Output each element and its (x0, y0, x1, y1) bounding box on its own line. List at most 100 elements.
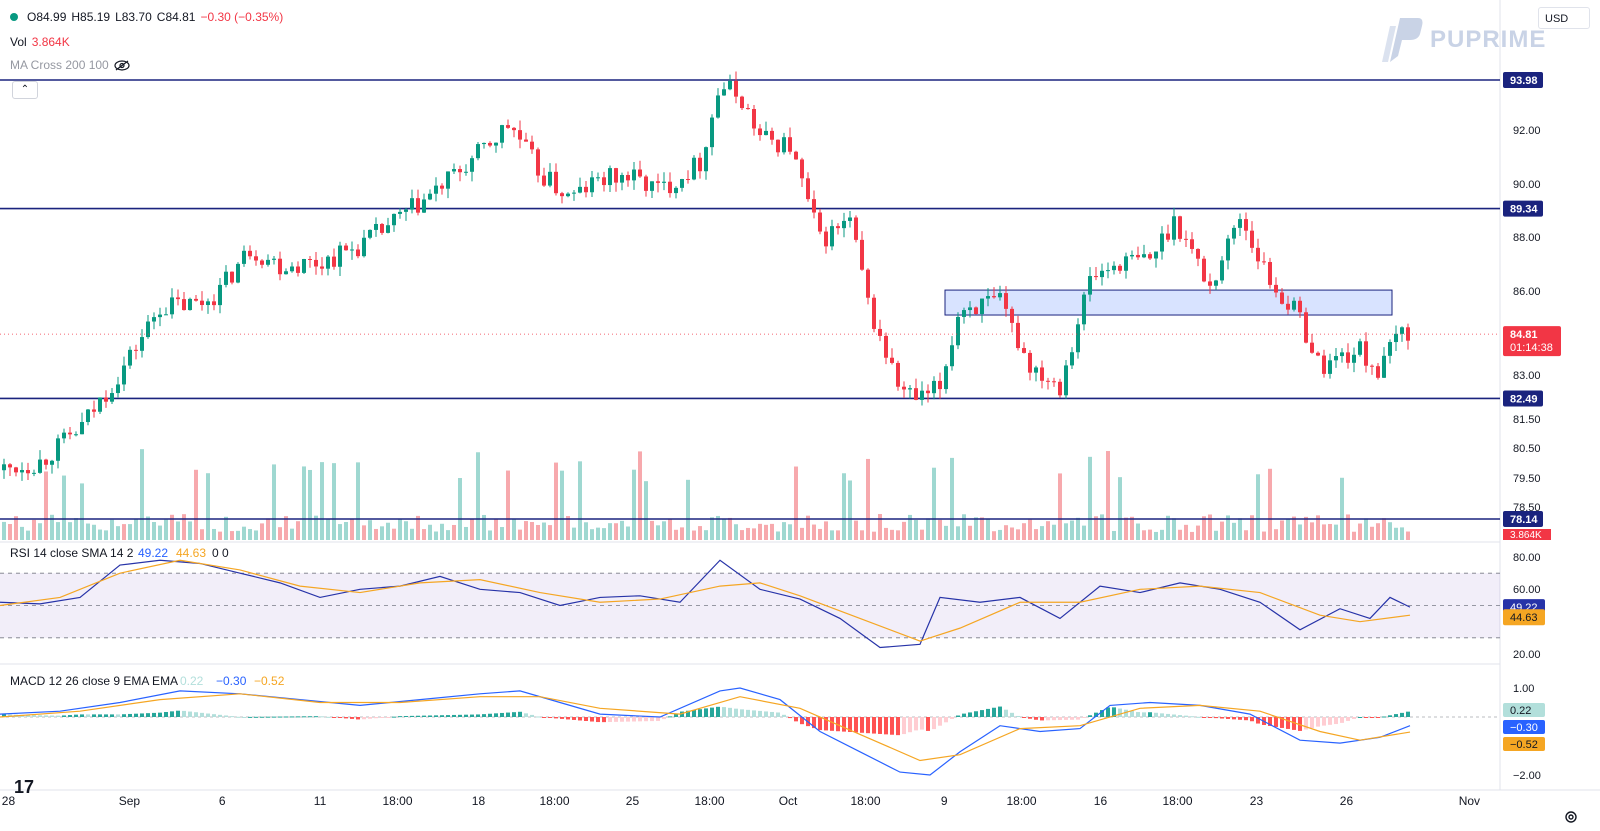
macd-histogram-bar (194, 712, 198, 717)
currency-selector[interactable]: USD (1538, 7, 1590, 29)
volume-bar (1328, 523, 1332, 540)
candle-body (458, 169, 462, 173)
candle-body (524, 139, 528, 142)
macd-histogram-bar (254, 716, 258, 718)
macd-histogram-bar (1256, 717, 1260, 724)
eye-slash-icon[interactable] (114, 59, 130, 71)
macd-histogram-bar (1130, 710, 1134, 717)
time-axis-tick: 11 (314, 794, 327, 808)
candle-body (446, 171, 450, 189)
candle-body (1118, 265, 1122, 271)
candle-body (566, 193, 570, 197)
macd-histogram-bar (788, 717, 792, 719)
volume-bar (956, 526, 960, 540)
volume-bar (326, 519, 330, 540)
candle-body (536, 149, 540, 176)
macd-histogram-bar (1190, 716, 1194, 718)
candle-body (1184, 238, 1188, 240)
candle-body (356, 249, 360, 257)
volume-bar (242, 526, 246, 540)
candle-body (1250, 230, 1254, 248)
macd-histogram-bar (590, 717, 594, 722)
candle-body (392, 213, 396, 226)
candle-body (986, 296, 990, 299)
candle-body (680, 179, 684, 188)
volume-bar (644, 481, 648, 540)
macd-histogram-bar (140, 713, 144, 717)
macd-histogram-bar (128, 713, 132, 717)
volume-bar (188, 521, 192, 540)
macd-histogram-bar (878, 717, 882, 734)
volume-bar (602, 528, 606, 540)
macd-histogram-bar (566, 717, 570, 720)
ma-legend[interactable]: MA Cross 200 100 (10, 58, 130, 72)
volume-tag-label: 3.864K (1510, 530, 1542, 541)
candle-body (968, 307, 972, 311)
candle-body (650, 181, 654, 191)
volume-bar (344, 522, 348, 540)
macd-histogram-bar (1394, 714, 1398, 717)
level-price-label: 93.98 (1510, 75, 1538, 87)
settings-gear-icon[interactable] (1564, 810, 1578, 824)
candle-body (1268, 262, 1272, 285)
macd-histogram-bar (734, 708, 738, 717)
volume-bar (902, 521, 906, 540)
macd-histogram-bar (1124, 709, 1128, 717)
candle-body (644, 176, 648, 191)
volume-bar (1364, 518, 1368, 540)
macd-histogram-bar (122, 714, 126, 717)
candle-body (1172, 216, 1176, 240)
macd-histogram-bar (68, 715, 72, 717)
candle-body (710, 117, 714, 148)
candle-body (1328, 360, 1332, 374)
volume-bar (1160, 529, 1164, 540)
macd-histogram-bar (992, 707, 996, 717)
macd-histogram-bar (410, 715, 414, 717)
candle-body (938, 380, 942, 390)
macd-histogram-bar (1352, 717, 1356, 719)
volume-bar (794, 466, 798, 540)
volume-bar (1394, 527, 1398, 540)
candle-body (422, 199, 426, 213)
macd-histogram-bar (200, 712, 204, 717)
candle-body (734, 80, 738, 97)
candle-body (1244, 219, 1248, 231)
rsi-legend-label: RSI 14 close SMA 14 2 (10, 546, 134, 560)
volume-bar (680, 527, 684, 540)
collapse-legend-button[interactable]: ⌃ (12, 81, 38, 99)
candle-body (1106, 270, 1110, 272)
candle-body (68, 432, 72, 435)
macd-histogram-bar (1112, 707, 1116, 717)
macd-histogram-bar (476, 714, 480, 717)
macd-histogram-bar (482, 714, 486, 717)
volume-bar (194, 469, 198, 540)
volume-bar (140, 449, 144, 540)
rsi-legend-value: 49.22 (138, 546, 168, 560)
candle-body (1232, 227, 1236, 239)
volume-bar (8, 524, 12, 540)
candle-body (248, 250, 252, 257)
volume-bar (1034, 529, 1038, 540)
volume-bar (1022, 523, 1026, 540)
candle-body (1112, 265, 1116, 271)
volume-bar (38, 523, 42, 540)
candle-body (212, 301, 216, 306)
volume-bar (416, 515, 420, 540)
volume-bar (770, 523, 774, 540)
macd-histogram-bar (308, 716, 312, 718)
macd-histogram-bar (632, 717, 636, 722)
candle-body (266, 259, 270, 265)
macd-histogram-bar (1382, 716, 1386, 718)
candle-body (1382, 355, 1386, 378)
time-axis-tick: 16 (1094, 794, 1108, 808)
macd-histogram-bar (830, 717, 834, 731)
volume-bar (932, 467, 936, 540)
volume-bar (584, 522, 588, 540)
macd-histogram-bar (224, 715, 228, 717)
volume-bar (176, 521, 180, 540)
volume-bar (1196, 525, 1200, 540)
candle-body (20, 470, 24, 473)
volume-bar (494, 518, 498, 540)
